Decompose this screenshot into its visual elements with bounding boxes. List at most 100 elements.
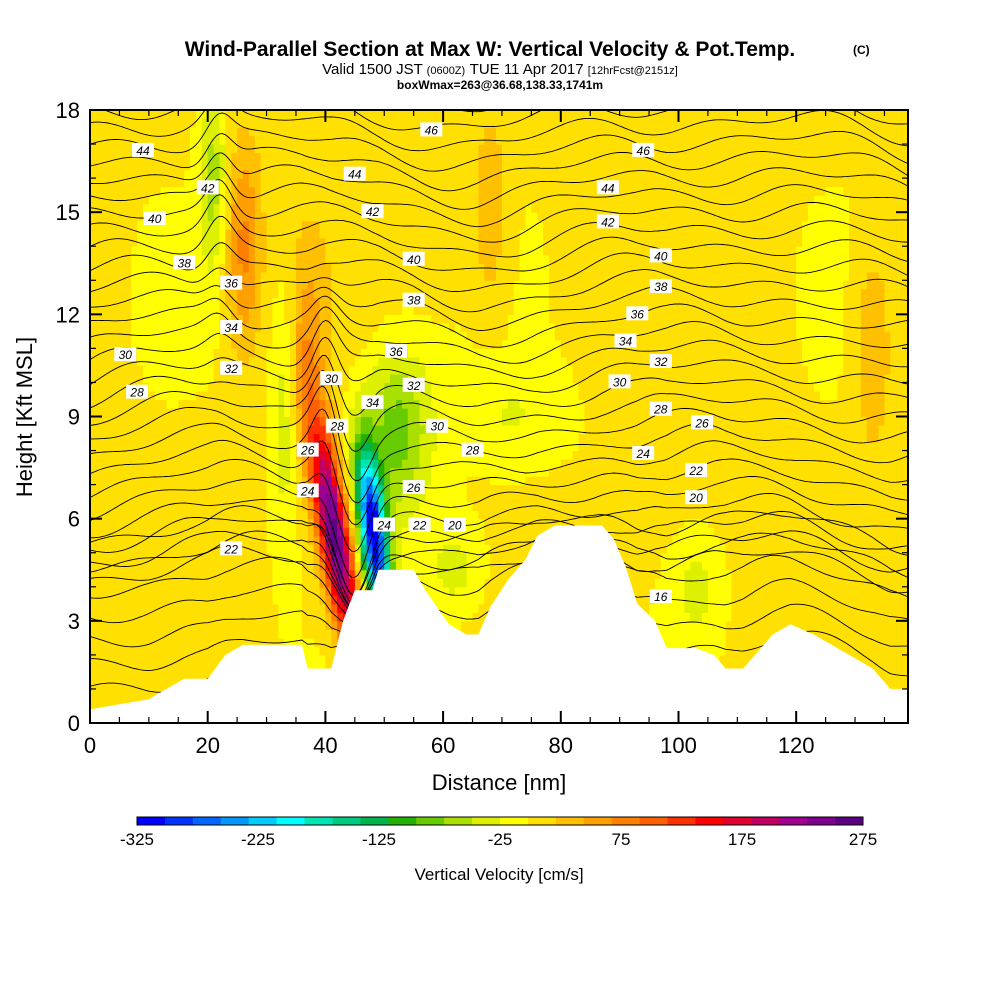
velocity-cell	[378, 544, 385, 554]
velocity-cell	[390, 203, 397, 213]
velocity-cell	[95, 442, 103, 452]
velocity-cell	[301, 331, 309, 341]
velocity-cell	[254, 237, 262, 247]
velocity-cell	[190, 280, 197, 290]
velocity-cell	[90, 688, 97, 699]
velocity-cell	[278, 212, 285, 222]
velocity-cell	[166, 203, 173, 213]
velocity-cell	[295, 135, 303, 145]
velocity-cell	[366, 552, 374, 562]
velocity-cell	[484, 339, 491, 349]
velocity-cell	[184, 561, 191, 571]
velocity-cell	[113, 195, 121, 205]
velocity-cell	[384, 561, 391, 571]
velocity-cell	[184, 433, 191, 443]
velocity-cell	[448, 322, 456, 332]
velocity-cell	[278, 561, 285, 571]
velocity-cell	[113, 314, 121, 324]
velocity-cell	[95, 552, 103, 562]
velocity-cell	[119, 237, 126, 247]
velocity-cell	[419, 390, 427, 401]
velocity-cell	[137, 161, 144, 171]
velocity-cell	[142, 663, 150, 673]
velocity-cell	[301, 356, 309, 367]
velocity-cell	[166, 127, 173, 137]
velocity-cell	[301, 280, 309, 290]
velocity-cell	[295, 467, 303, 477]
velocity-cell	[266, 322, 274, 332]
velocity-cell	[478, 152, 485, 162]
velocity-cell	[425, 484, 432, 494]
velocity-cell	[137, 544, 144, 554]
velocity-cell	[278, 271, 285, 281]
velocity-cell	[348, 220, 356, 230]
velocity-cell	[384, 493, 391, 503]
velocity-cell	[266, 484, 274, 494]
velocity-cell	[331, 144, 338, 154]
velocity-cell	[90, 595, 97, 605]
velocity-cell	[184, 399, 191, 409]
velocity-cell	[243, 305, 250, 315]
velocity-cell	[325, 637, 332, 647]
velocity-cell	[419, 501, 427, 511]
velocity-cell	[119, 510, 126, 520]
velocity-cell	[248, 212, 256, 222]
velocity-cell	[219, 416, 226, 426]
velocity-cell	[472, 544, 480, 554]
velocity-cell	[325, 544, 332, 554]
velocity-cell	[125, 135, 132, 145]
velocity-cell	[443, 314, 450, 324]
velocity-cell	[307, 569, 315, 579]
velocity-cell	[278, 365, 285, 375]
velocity-cell	[231, 220, 238, 230]
velocity-cell	[484, 399, 491, 409]
velocity-cell	[313, 407, 321, 418]
velocity-cell	[419, 459, 427, 469]
velocity-cell	[319, 254, 326, 264]
velocity-cell	[248, 407, 256, 418]
velocity-cell	[266, 399, 274, 409]
velocity-cell	[425, 178, 432, 188]
velocity-cell	[213, 110, 221, 120]
velocity-cell	[190, 169, 197, 179]
velocity-cell	[443, 110, 450, 120]
velocity-cell	[243, 127, 250, 137]
velocity-cell	[419, 356, 427, 367]
velocity-cell	[366, 407, 374, 418]
velocity-cell	[360, 416, 368, 426]
velocity-cell	[448, 178, 456, 188]
velocity-cell	[301, 339, 309, 349]
velocity-cell	[101, 178, 109, 188]
velocity-cell	[437, 373, 444, 384]
velocity-cell	[319, 339, 326, 349]
velocity-cell	[148, 314, 156, 324]
velocity-cell	[237, 595, 244, 605]
velocity-cell	[295, 331, 303, 341]
velocity-cell	[343, 246, 350, 256]
velocity-cell	[148, 407, 156, 418]
velocity-cell	[248, 178, 256, 188]
velocity-cell	[160, 612, 168, 622]
velocity-cell	[366, 220, 374, 230]
velocity-cell	[107, 663, 115, 673]
velocity-cell	[101, 646, 109, 656]
velocity-cell	[195, 433, 203, 443]
velocity-cell	[284, 322, 291, 332]
velocity-cell	[396, 433, 403, 443]
velocity-cell	[278, 169, 285, 179]
velocity-cell	[207, 373, 215, 384]
velocity-cell	[113, 288, 121, 298]
velocity-cell	[396, 271, 403, 281]
velocity-cell	[384, 416, 391, 426]
velocity-cell	[243, 425, 250, 435]
velocity-cell	[290, 280, 297, 290]
velocity-cell	[348, 127, 356, 137]
velocity-cell	[201, 144, 209, 154]
velocity-cell	[131, 459, 138, 469]
velocity-cell	[125, 697, 132, 707]
velocity-cell	[448, 229, 456, 239]
velocity-cell	[154, 595, 162, 605]
velocity-cell	[466, 603, 474, 613]
velocity-cell	[184, 373, 191, 384]
velocity-cell	[384, 263, 391, 273]
